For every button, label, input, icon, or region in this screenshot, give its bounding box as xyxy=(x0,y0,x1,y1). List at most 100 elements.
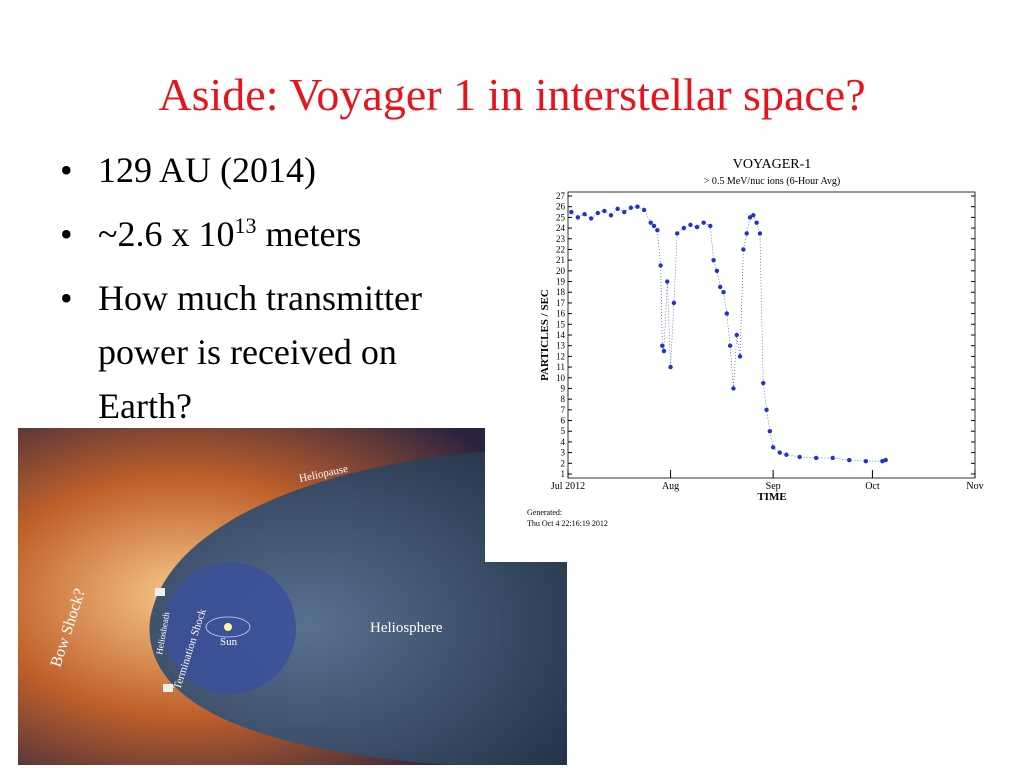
y-tick-label: 2 xyxy=(561,458,566,468)
y-tick-label: 8 xyxy=(561,394,566,404)
data-point xyxy=(727,343,733,348)
data-point xyxy=(741,247,746,252)
data-point xyxy=(648,220,653,225)
bullet: 129 AU (2014) xyxy=(60,143,460,197)
data-point xyxy=(615,206,620,212)
data-point xyxy=(761,380,766,386)
data-point xyxy=(731,386,736,391)
data-point xyxy=(651,223,657,229)
y-tick-label: 23 xyxy=(556,234,566,244)
y-tick-label: 11 xyxy=(556,362,565,372)
y-tick-label: 17 xyxy=(556,298,566,308)
data-point xyxy=(661,348,667,354)
plot-frame xyxy=(567,191,976,479)
data-point xyxy=(767,429,773,434)
y-tick-label: 10 xyxy=(556,373,566,383)
chart-title: VOYAGER-1 xyxy=(733,157,812,172)
y-tick-label: 6 xyxy=(561,416,566,426)
heliosphere-image: Heliopause Bow Shock? Heliosheath Termin… xyxy=(18,428,567,765)
data-point xyxy=(744,231,749,236)
data-point xyxy=(694,224,700,230)
data-point xyxy=(602,208,607,214)
data-point xyxy=(797,454,802,460)
data-point xyxy=(847,457,852,463)
data-point xyxy=(701,220,706,225)
image-label: Sun xyxy=(220,636,238,648)
data-point xyxy=(665,279,670,284)
bullet-text: ~2.6 x 10 xyxy=(98,214,235,254)
data-point xyxy=(671,300,677,306)
y-tick-label: 18 xyxy=(556,287,566,297)
y-tick-label: 14 xyxy=(556,330,566,340)
y-tick-label: 7 xyxy=(561,405,566,415)
data-point xyxy=(641,207,647,213)
data-point xyxy=(628,205,634,210)
data-point xyxy=(660,343,665,348)
y-tick-label: 16 xyxy=(556,309,566,319)
data-point xyxy=(608,213,614,218)
data-point xyxy=(734,332,739,338)
image-label: Heliosphere xyxy=(370,620,443,636)
data-point xyxy=(635,204,640,209)
data-point xyxy=(863,458,869,464)
y-tick-label: 22 xyxy=(556,244,565,254)
data-line xyxy=(571,206,886,462)
y-tick-label: 20 xyxy=(556,266,566,276)
data-point xyxy=(721,290,726,295)
data-point xyxy=(595,210,600,216)
bullet-list: 129 AU (2014) ~2.6 x 1013 meters How muc… xyxy=(60,143,460,443)
x-tick-label: Nov xyxy=(966,481,983,492)
y-tick-label: 13 xyxy=(556,341,566,351)
data-point xyxy=(724,311,730,316)
data-point xyxy=(737,354,743,359)
data-point xyxy=(777,450,782,455)
bullet: ~2.6 x 1013 meters xyxy=(60,207,460,261)
data-point xyxy=(757,231,763,236)
data-point xyxy=(708,223,713,229)
data-point xyxy=(622,209,627,215)
data-point xyxy=(655,228,660,233)
data-point xyxy=(582,211,587,217)
x-tick-label: Oct xyxy=(865,481,880,492)
data-point xyxy=(770,445,776,450)
y-tick-label: 1 xyxy=(561,469,566,479)
x-tick-label: Sep xyxy=(766,481,781,492)
y-tick-label: 3 xyxy=(561,448,566,458)
y-tick-label: 26 xyxy=(556,202,566,212)
data-point xyxy=(588,216,594,221)
data-point xyxy=(569,209,574,215)
y-tick-label: 27 xyxy=(556,191,566,201)
data-point xyxy=(754,220,759,225)
data-point xyxy=(711,257,716,263)
data-point xyxy=(764,407,769,413)
chart-footer: Thu Oct 4 22:16:19 2012 xyxy=(527,519,608,528)
data-point xyxy=(830,455,835,461)
slide-title: Aside: Voyager 1 in interstellar space? xyxy=(158,69,866,120)
x-tick-label: Aug xyxy=(662,481,679,492)
data-point xyxy=(751,213,756,218)
chart-footer: Generated: xyxy=(527,508,562,517)
data-point xyxy=(747,215,753,220)
data-point xyxy=(883,457,888,463)
y-tick-label: 4 xyxy=(561,437,566,447)
y-tick-label: 21 xyxy=(556,255,565,265)
bullet-text: meters xyxy=(265,214,362,254)
data-point xyxy=(813,455,819,461)
data-point xyxy=(681,225,687,231)
data-point xyxy=(674,231,680,236)
data-point xyxy=(880,458,885,464)
y-tick-label: 25 xyxy=(556,212,566,222)
bullet: How much transmitter power is received o… xyxy=(60,271,460,433)
y-tick-label: 9 xyxy=(561,383,566,393)
data-point xyxy=(575,215,581,220)
y-tick-label: 19 xyxy=(556,277,566,287)
data-point xyxy=(658,263,663,268)
data-point xyxy=(668,364,673,370)
y-tick-label: 12 xyxy=(556,351,565,361)
y-tick-label: 5 xyxy=(561,426,566,436)
y-tick-label: 15 xyxy=(556,319,566,329)
x-tick-label: Jul 2012 xyxy=(551,481,585,492)
data-point xyxy=(688,222,693,228)
